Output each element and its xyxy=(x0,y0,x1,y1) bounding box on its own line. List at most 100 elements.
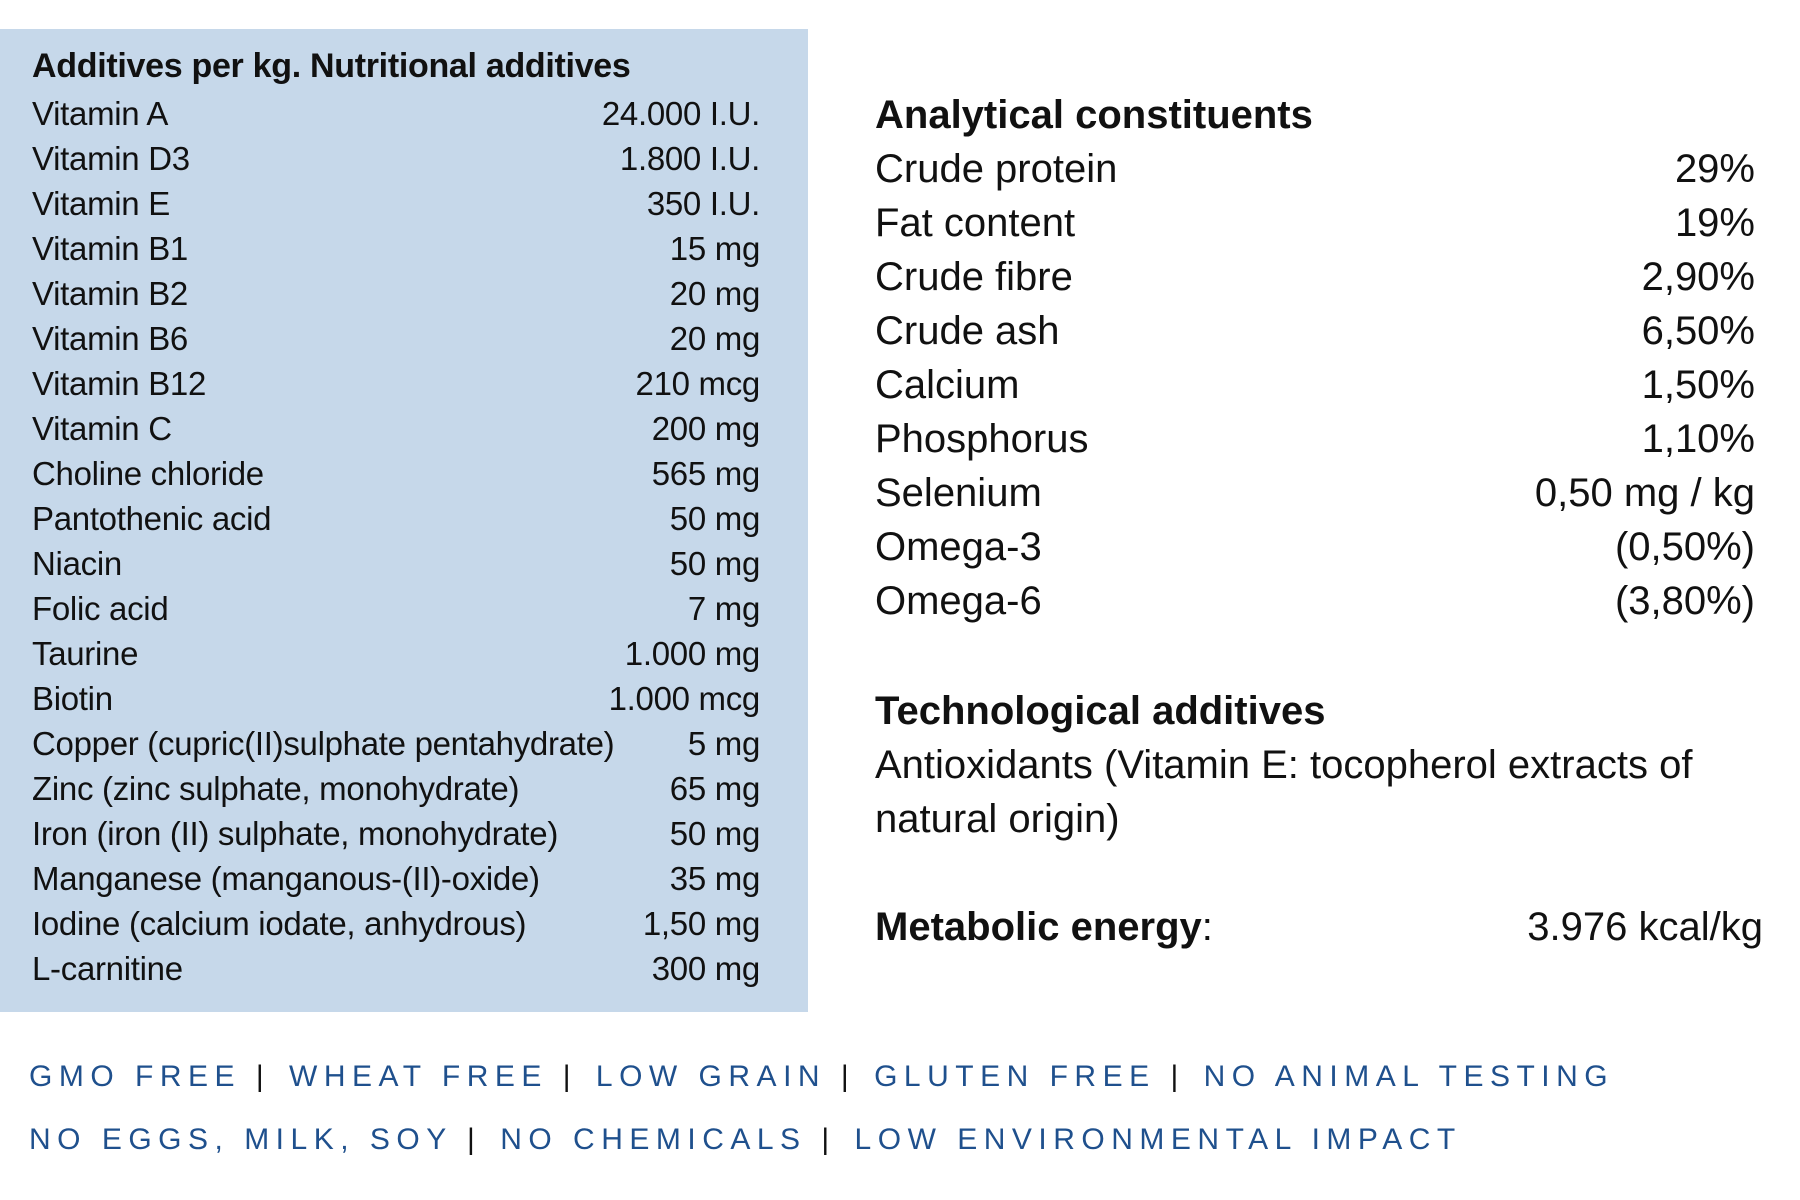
item-name: Vitamin E xyxy=(32,185,170,222)
item-value: 7 mg xyxy=(687,590,760,627)
item-name: Iodine (calcium iodate, anhydrous) xyxy=(32,905,527,942)
claim-label: WHEAT FREE xyxy=(289,1060,548,1093)
item-name: Omega-6 xyxy=(875,579,1042,623)
item-value: (0,50%) xyxy=(1614,525,1755,569)
item-name: Iron (iron (II) sulphate, monohydrate) xyxy=(32,815,559,852)
item-name: Copper (cupric(II)sulphate pentahydrate) xyxy=(32,725,615,762)
item-name: Calcium xyxy=(875,363,1020,407)
list-item: Iron (iron (II) sulphate, monohydrate) 50… xyxy=(32,811,760,856)
item-name: Vitamin C xyxy=(32,410,172,447)
item-name: Vitamin B2 xyxy=(32,275,188,312)
item-value: 300 mg xyxy=(651,950,761,987)
list-item: Vitamin E 350 I.U. xyxy=(32,181,760,226)
metabolic-energy-label: Metabolic energy: xyxy=(875,900,1213,954)
claim-separator: | xyxy=(255,1060,285,1093)
item-value: 1,10% xyxy=(1641,417,1755,461)
metabolic-energy: Metabolic energy: 3.976 kcal/kg xyxy=(875,900,1763,954)
analytical-constituents-section: Analytical constituents Crude protein 29%… xyxy=(875,88,1755,628)
claim-label: NO CHEMICALS xyxy=(500,1123,807,1156)
claim-label: LOW GRAIN xyxy=(595,1060,827,1093)
list-item: Selenium 0,50 mg / kg xyxy=(875,466,1755,520)
item-value: 65 mg xyxy=(669,770,761,807)
claim-separator: | xyxy=(840,1060,871,1093)
list-item: Calcium 1,50% xyxy=(875,358,1755,412)
claim-separator: | xyxy=(562,1060,592,1093)
claims-line-2: NO EGGS, MILK, SOY | NO CHEMICALS | LOW … xyxy=(29,1123,1462,1157)
item-name: Crude fibre xyxy=(875,255,1073,299)
item-value: 50 mg xyxy=(669,545,761,582)
item-value: 1.000 mg xyxy=(624,635,761,672)
claim-label: NO ANIMAL TESTING xyxy=(1203,1060,1615,1093)
nutritional-additives-list: Vitamin A 24.000 I.U. Vitamin D3 1.800 I.U.… xyxy=(32,91,760,991)
item-value: 6,50% xyxy=(1641,309,1755,353)
item-value: 1.800 I.U. xyxy=(619,140,760,177)
item-name: Vitamin A xyxy=(32,95,169,132)
analytical-constituents-title: Analytical constituents xyxy=(875,93,1313,137)
list-item: Vitamin D3 1.800 I.U. xyxy=(32,136,760,181)
item-value: 35 mg xyxy=(669,860,761,897)
item-name: Fat content xyxy=(875,201,1076,245)
list-item: Vitamin B1 15 mg xyxy=(32,226,760,271)
item-name: Niacin xyxy=(32,545,122,582)
item-name: Crude protein xyxy=(875,147,1118,191)
list-item: Zinc (zinc sulphate, monohydrate) 65 mg xyxy=(32,766,760,811)
list-item: Copper (cupric(II)sulphate pentahydrate)… xyxy=(32,721,760,766)
item-name: Biotin xyxy=(32,680,113,717)
item-name: Vitamin B1 xyxy=(32,230,188,267)
item-name: Taurine xyxy=(32,635,139,672)
list-item: Manganese (manganous-(II)-oxide) 35 mg xyxy=(32,856,760,901)
nutritional-additives-panel: Additives per kg. Nutritional additives … xyxy=(0,29,808,1012)
list-item: Niacin 50 mg xyxy=(32,541,760,586)
technological-additives-text: Antioxidants (Vitamin E: tocopherol extr… xyxy=(875,743,1693,841)
list-item: Choline chloride 565 mg xyxy=(32,451,760,496)
nutritional-additives-title: Additives per kg. Nutritional additives xyxy=(32,47,631,85)
item-name: Selenium xyxy=(875,471,1042,515)
list-item: Omega-3 (0,50%) xyxy=(875,520,1755,574)
claim-separator: | xyxy=(821,1123,851,1156)
item-name: Vitamin D3 xyxy=(32,140,190,177)
claim-label: LOW ENVIRONMENTAL IMPACT xyxy=(854,1123,1462,1156)
item-value: 5 mg xyxy=(687,725,760,762)
item-value: 210 mcg xyxy=(635,365,761,402)
item-value: 1,50% xyxy=(1641,363,1755,407)
item-name: Phosphorus xyxy=(875,417,1089,461)
item-name: Manganese (manganous-(II)-oxide) xyxy=(32,860,540,897)
item-value: 20 mg xyxy=(669,320,761,357)
metabolic-energy-colon: : xyxy=(1201,905,1213,949)
list-item: Crude protein 29% xyxy=(875,142,1755,196)
list-item: Crude ash 6,50% xyxy=(875,304,1755,358)
item-value: 1.000 mcg xyxy=(608,680,761,717)
item-value: 200 mg xyxy=(651,410,761,447)
list-item: Vitamin A 24.000 I.U. xyxy=(32,91,760,136)
item-name: Pantothenic acid xyxy=(32,500,272,537)
list-item: Vitamin B2 20 mg xyxy=(32,271,760,316)
item-value: 2,90% xyxy=(1641,255,1755,299)
list-item: Iodine (calcium iodate, anhydrous) 1,50 m… xyxy=(32,901,760,946)
item-name: L-carnitine xyxy=(32,950,183,987)
item-name: Choline chloride xyxy=(32,455,264,492)
item-name: Omega-3 xyxy=(875,525,1042,569)
list-item: Vitamin B6 20 mg xyxy=(32,316,760,361)
list-item: Pantothenic acid 50 mg xyxy=(32,496,760,541)
item-value: (3,80%) xyxy=(1614,579,1755,623)
item-value: 350 I.U. xyxy=(646,185,760,222)
item-name: Zinc (zinc sulphate, monohydrate) xyxy=(32,770,520,807)
technological-additives-title: Technological additives xyxy=(875,689,1326,733)
claim-label: GLUTEN FREE xyxy=(874,1060,1156,1093)
list-item: Omega-6 (3,80%) xyxy=(875,574,1755,628)
claim-label: NO EGGS, MILK, SOY xyxy=(29,1123,453,1156)
item-name: Folic acid xyxy=(32,590,169,627)
item-value: 29% xyxy=(1674,147,1755,191)
item-name: Vitamin B6 xyxy=(32,320,188,357)
claim-separator: | xyxy=(467,1123,497,1156)
metabolic-energy-label-text: Metabolic energy xyxy=(875,905,1202,949)
item-value: 24.000 I.U. xyxy=(601,95,760,132)
list-item: Biotin 1.000 mcg xyxy=(32,676,760,721)
item-value: 19% xyxy=(1674,201,1755,245)
technological-additives-section: Technological additives Antioxidants (Vi… xyxy=(875,684,1775,846)
list-item: Folic acid 7 mg xyxy=(32,586,760,631)
item-value: 20 mg xyxy=(669,275,761,312)
item-name: Vitamin B12 xyxy=(32,365,207,402)
claim-separator: | xyxy=(1170,1060,1200,1093)
list-item: L-carnitine 300 mg xyxy=(32,946,760,991)
